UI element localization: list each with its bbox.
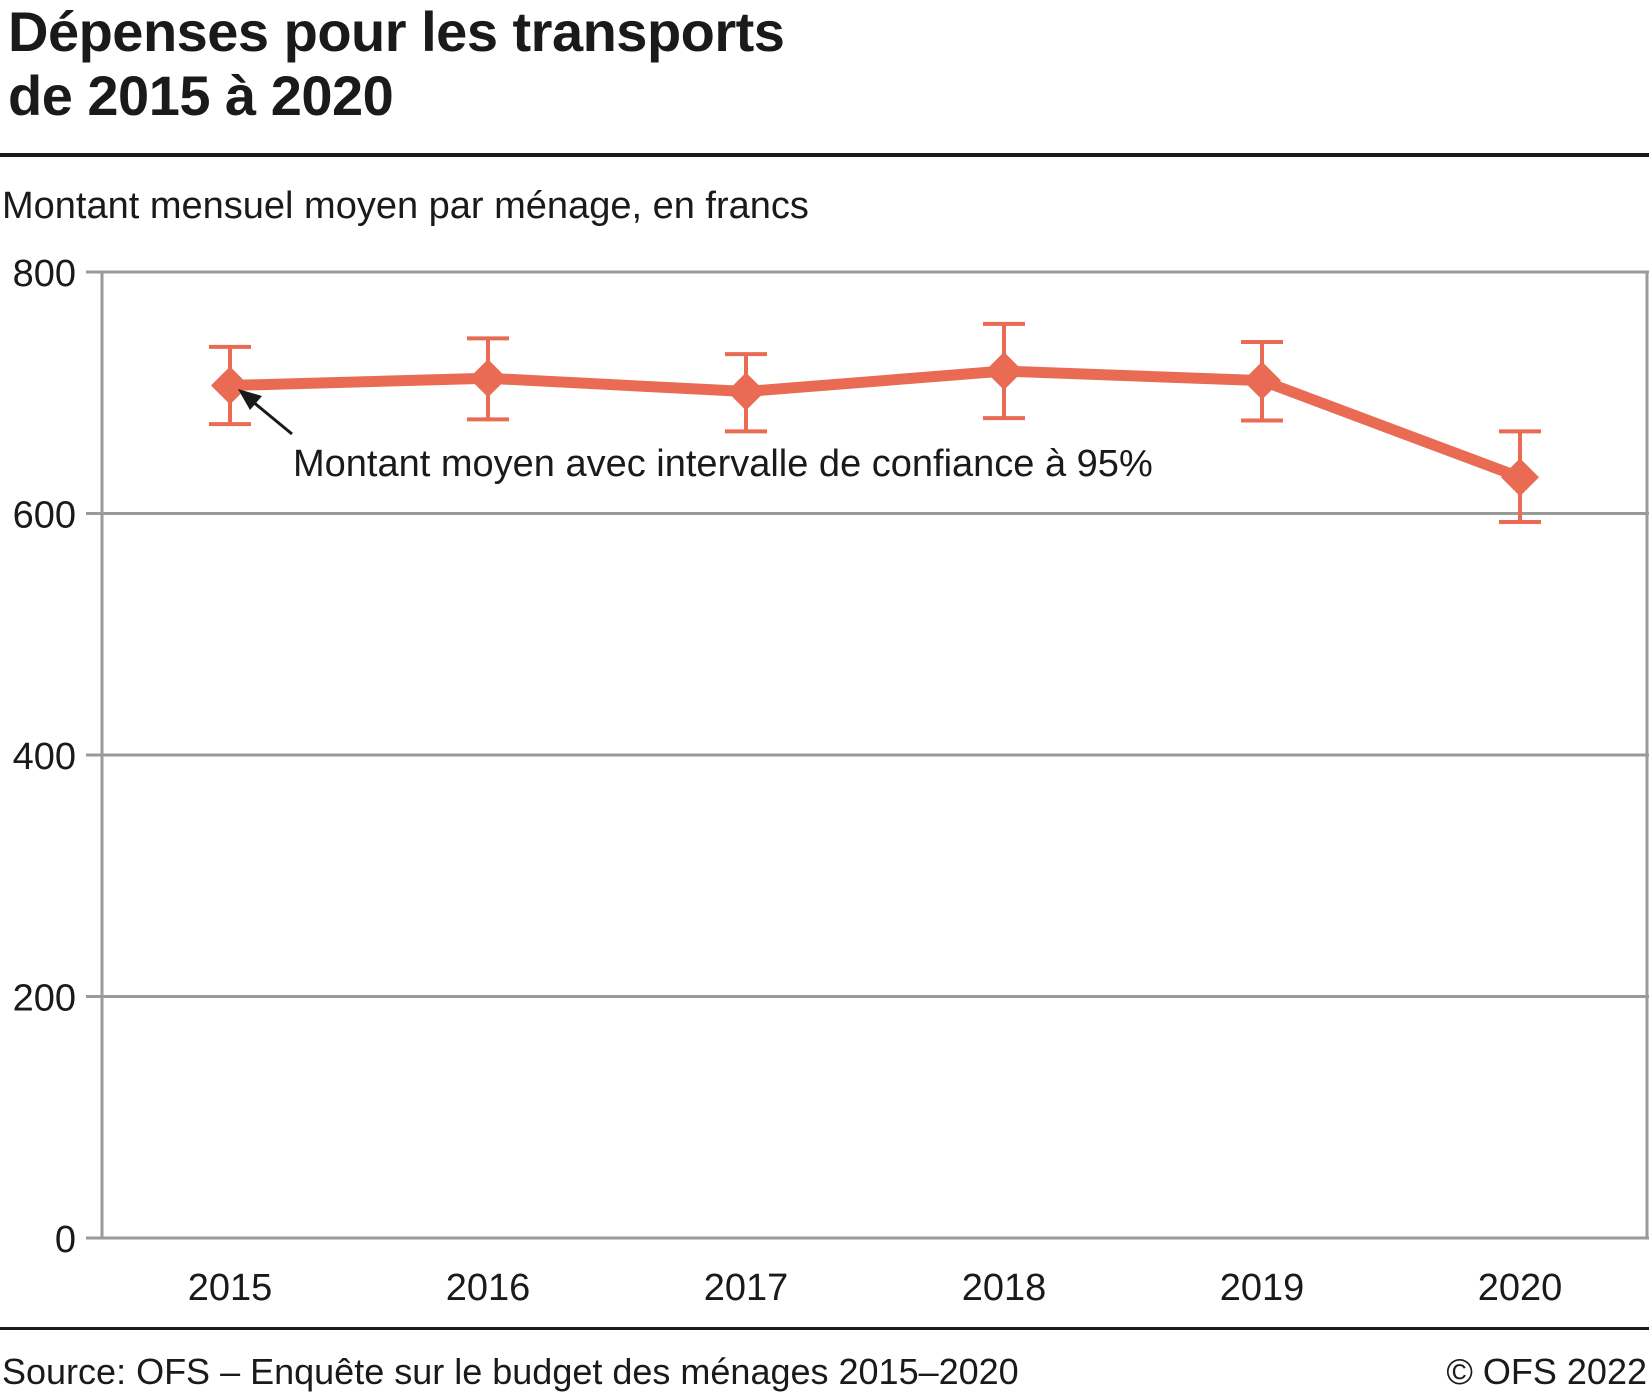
y-tick-labels: 0 200 400 600 800 [13,253,76,1261]
x-tick-labels: 2015 2016 2017 2018 2019 2020 [188,1267,1563,1309]
x-tick-label-2020: 2020 [1478,1267,1563,1309]
annotation-label: Montant moyen avec intervalle de confian… [293,443,1153,485]
x-tick-label-2017: 2017 [704,1267,789,1309]
marker-2015 [211,366,249,405]
y-tick-label-0: 0 [55,1219,76,1261]
y-tick-label-200: 200 [13,978,76,1020]
title-line-1: Dépenses pour les transports [8,0,785,63]
marker-2018 [985,352,1023,391]
bottom-divider [0,1327,1649,1330]
series-line [229,365,1522,483]
chart-subtitle: Montant mensuel moyen par ménage, en fra… [2,185,809,227]
y-tick-label-800: 800 [13,253,76,295]
series-polyline [229,365,1522,483]
top-divider [0,153,1649,157]
title-line-2: de 2015 à 2020 [8,64,394,127]
x-tick-label-2019: 2019 [1220,1267,1305,1309]
source-note: Source: OFS – Enquête sur le budget des … [2,1351,1019,1392]
marker-2016 [469,359,507,398]
error-bars [209,321,1541,524]
annotation: Montant moyen avec intervalle de confian… [238,389,1153,485]
x-tick-label-2015: 2015 [188,1267,273,1309]
annotation-arrow-shaft [251,399,293,436]
series-markers [211,352,1539,497]
x-tick-label-2018: 2018 [962,1267,1047,1309]
chart-title: Dépenses pour les transports de 2015 à 2… [8,0,785,128]
annotation-arrow-head [238,389,262,410]
copyright-note: © OFS 2022 [1446,1351,1647,1392]
x-tick-label-2016: 2016 [446,1267,531,1309]
y-tick-label-400: 400 [13,736,76,778]
marker-2019 [1243,361,1281,400]
grid-lines [86,270,1649,1240]
y-tick-label-600: 600 [13,495,76,537]
marker-2020 [1501,458,1539,497]
marker-2017 [727,372,765,411]
